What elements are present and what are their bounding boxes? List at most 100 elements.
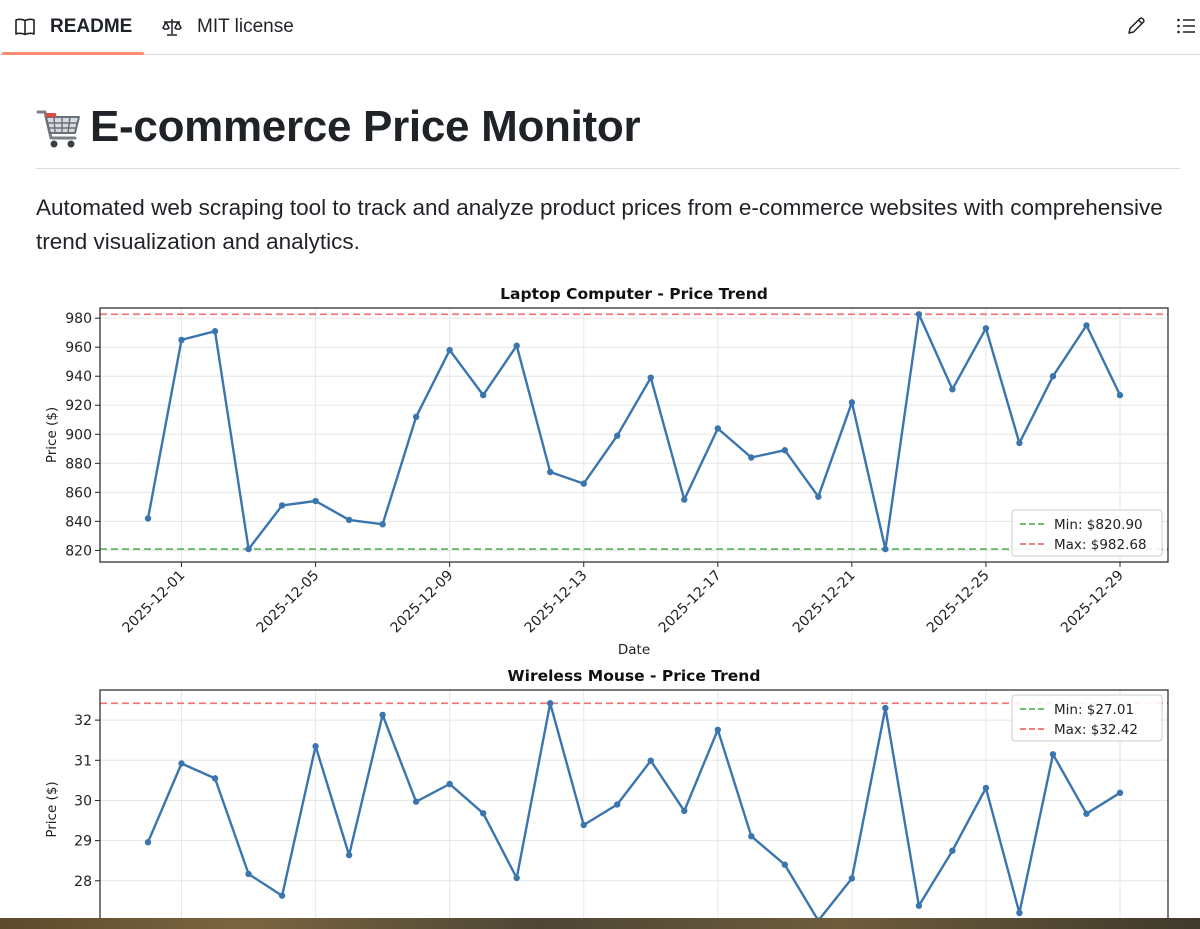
- legend-label: Min: $820.90: [1054, 517, 1143, 533]
- x-tick-label: 2025-12-17: [656, 568, 725, 637]
- x-axis-label: Date: [618, 642, 650, 658]
- x-tick-label: 2025-12-29: [1058, 568, 1127, 637]
- x-tick-label: 2025-12-13: [522, 568, 591, 637]
- page-title: E-commerce Price Monitor: [90, 102, 641, 151]
- edit-file-button[interactable]: [1119, 9, 1153, 43]
- price-point: [949, 386, 956, 393]
- price-point: [915, 902, 923, 909]
- plot-frame: [99, 689, 1169, 929]
- outline-button[interactable]: [1169, 9, 1200, 43]
- y-tick-label: 30: [74, 793, 92, 809]
- readme-heading: E-commerce Price Monitor: [36, 96, 1180, 169]
- plot-frame: [99, 307, 1169, 563]
- price-point: [614, 432, 621, 439]
- price-point: [479, 810, 487, 817]
- pencil-icon: [1128, 17, 1145, 34]
- price-point: [1049, 751, 1057, 758]
- price-point: [211, 775, 219, 782]
- price-point: [1083, 810, 1090, 817]
- price-point: [781, 447, 789, 454]
- price-series-line: [146, 702, 1121, 922]
- price-point: [1016, 439, 1023, 447]
- price-point: [211, 328, 219, 335]
- y-axis-label: Price ($): [44, 781, 60, 837]
- book-icon: [15, 18, 35, 36]
- price-point: [412, 798, 420, 805]
- tab-readme[interactable]: README: [1, 0, 145, 55]
- price-point: [982, 784, 990, 792]
- price-point: [982, 325, 990, 332]
- legend-box: [1011, 694, 1163, 742]
- chart-title: Wireless Mouse - Price Trend: [508, 667, 761, 685]
- x-tick-label: 2025-12-01: [119, 568, 188, 637]
- price-point: [848, 875, 856, 882]
- price-point: [614, 801, 621, 808]
- legend-label: Max: $32.42: [1054, 722, 1138, 738]
- y-tick-label: 840: [65, 514, 92, 530]
- price-point: [379, 521, 386, 528]
- price-point: [513, 342, 520, 349]
- price-point: [781, 861, 789, 868]
- price-point: [178, 760, 185, 767]
- y-tick-label: 880: [65, 456, 92, 472]
- scale-icon: [162, 19, 182, 36]
- legend-label: Max: $982.68: [1054, 537, 1147, 553]
- price-point: [714, 726, 721, 733]
- price-point: [647, 374, 654, 381]
- x-tick-label: 2025-12-21: [790, 568, 859, 637]
- laptop-price-chart: 820 840 860 880 900 920 940 960 980 Laptop Comput…: [36, 280, 1170, 660]
- y-axis-label: Price ($): [44, 407, 60, 463]
- list-icon: [1177, 18, 1195, 34]
- bottom-desktop-strip: [0, 918, 1200, 929]
- price-point: [547, 468, 554, 476]
- y-tick-label: 820: [65, 543, 92, 559]
- price-point: [278, 892, 286, 899]
- chart-legend: Min: $820.90 Max: $982.68: [1011, 509, 1163, 557]
- x-tick-label: 2025-12-09: [388, 568, 457, 637]
- price-point: [446, 780, 453, 788]
- price-point: [245, 870, 252, 878]
- price-point: [580, 480, 587, 487]
- legend-box: [1011, 509, 1163, 557]
- price-point: [681, 496, 688, 503]
- price-point: [882, 704, 889, 712]
- price-point: [412, 413, 420, 421]
- price-point: [1083, 322, 1090, 329]
- y-tick-label: 29: [74, 834, 92, 850]
- tab-license[interactable]: MIT license: [161, 0, 294, 54]
- price-point: [815, 493, 822, 500]
- price-point: [245, 545, 252, 553]
- shopping-cart-icon: [36, 110, 80, 148]
- price-point: [345, 851, 353, 859]
- price-point: [513, 874, 520, 882]
- price-point: [278, 502, 286, 509]
- readme-description: Automated web scraping tool to track and…: [36, 195, 1163, 254]
- price-point: [312, 497, 319, 505]
- price-point: [949, 847, 956, 854]
- legend-label: Min: $27.01: [1054, 702, 1134, 718]
- price-point: [748, 833, 755, 840]
- price-point: [580, 821, 587, 829]
- y-tick-label: 860: [65, 485, 92, 501]
- laptop-price-chart-svg: 820 840 860 880 900 920 940 960 980 Laptop Comput…: [44, 285, 1169, 658]
- price-point: [882, 545, 889, 553]
- price-point: [178, 336, 185, 344]
- price-point: [1016, 909, 1023, 917]
- y-tick-label: 28: [74, 874, 92, 890]
- mouse-price-chart: 28 29 30 31 32 Wireless Mouse - Price Trend Pr…: [36, 662, 1170, 929]
- y-tick-label: 900: [65, 427, 92, 443]
- price-series-line: [146, 313, 1122, 551]
- price-point: [312, 743, 319, 750]
- x-tick-label: 2025-12-05: [254, 568, 323, 637]
- y-tick-label: 31: [74, 753, 92, 769]
- price-point: [714, 425, 721, 432]
- chart-title: Laptop Computer - Price Trend: [500, 285, 768, 303]
- y-tick-label: 32: [74, 713, 92, 729]
- price-point: [379, 711, 386, 719]
- price-point: [144, 839, 152, 846]
- price-point: [647, 757, 654, 764]
- price-point: [1116, 789, 1124, 797]
- y-tick-label: 980: [65, 311, 92, 327]
- y-tick-label: 920: [65, 398, 92, 414]
- price-point: [681, 807, 688, 815]
